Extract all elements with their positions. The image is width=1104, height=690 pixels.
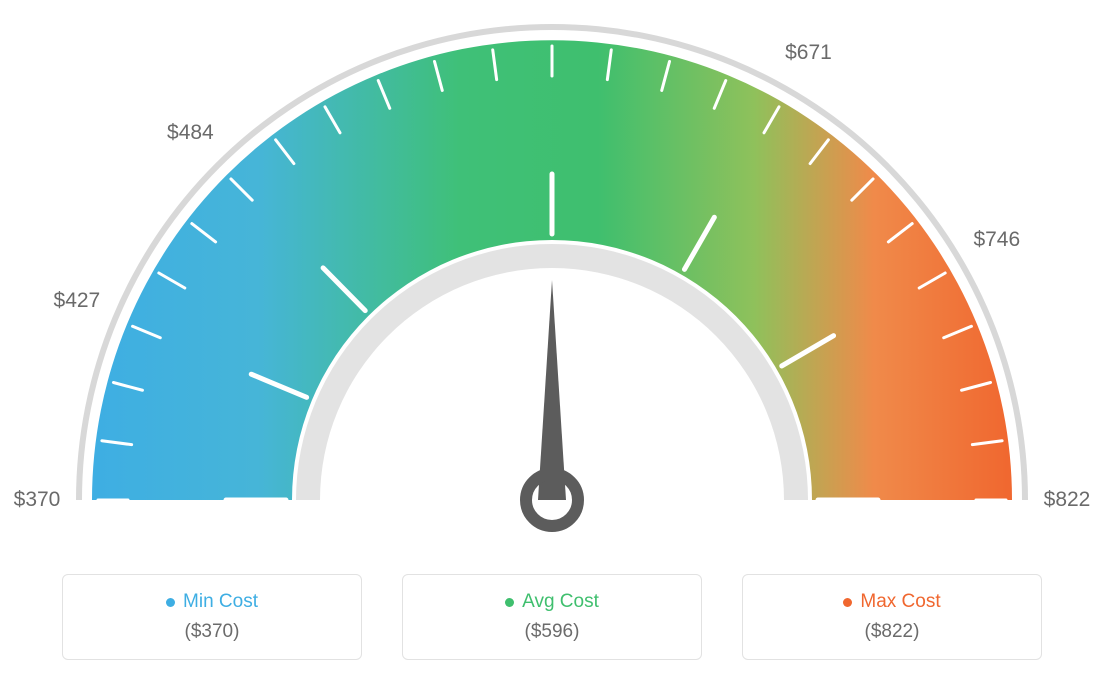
legend-label-max: Max Cost xyxy=(743,591,1041,613)
legend-text-avg: Avg Cost xyxy=(522,591,599,613)
gauge-tick-label: $671 xyxy=(785,41,832,65)
gauge-area: $370$427$484$596$671$746$822 xyxy=(0,0,1104,560)
legend-dot-max xyxy=(843,598,852,607)
legend-value-min: ($370) xyxy=(63,621,361,643)
gauge-tick-label: $484 xyxy=(167,121,214,145)
legend-box-avg: Avg Cost ($596) xyxy=(402,574,702,660)
legend-dot-min xyxy=(166,598,175,607)
legend-text-max: Max Cost xyxy=(860,591,940,613)
legend-label-min: Min Cost xyxy=(63,591,361,613)
legend-value-avg: ($596) xyxy=(403,621,701,643)
legend-row: Min Cost ($370) Avg Cost ($596) Max Cost… xyxy=(0,574,1104,660)
legend-value-max: ($822) xyxy=(743,621,1041,643)
legend-box-max: Max Cost ($822) xyxy=(742,574,1042,660)
cost-gauge-chart: $370$427$484$596$671$746$822 Min Cost ($… xyxy=(0,0,1104,690)
gauge-tick-label: $746 xyxy=(973,228,1020,252)
legend-text-min: Min Cost xyxy=(183,591,258,613)
legend-box-min: Min Cost ($370) xyxy=(62,574,362,660)
gauge-tick-label: $370 xyxy=(14,488,61,512)
gauge-svg xyxy=(0,0,1104,560)
gauge-tick-label: $427 xyxy=(54,289,101,313)
legend-label-avg: Avg Cost xyxy=(403,591,701,613)
gauge-tick-label: $822 xyxy=(1044,488,1091,512)
legend-dot-avg xyxy=(505,598,514,607)
